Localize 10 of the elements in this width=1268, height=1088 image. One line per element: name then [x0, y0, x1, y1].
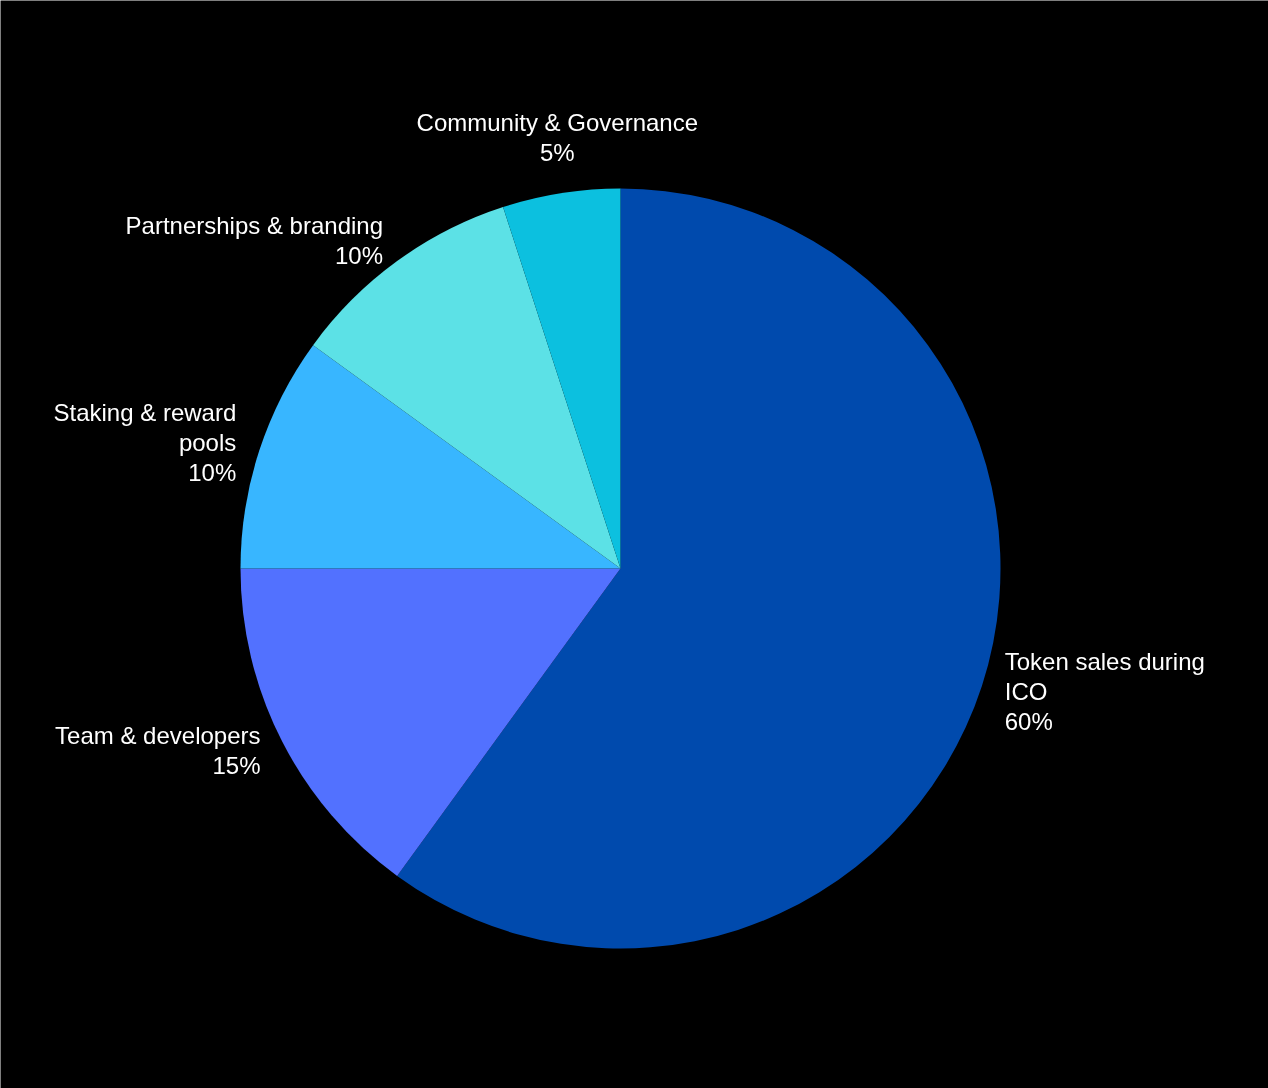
data-label: 15%	[212, 751, 261, 779]
slice-label: Team & developers	[55, 721, 261, 749]
data-label: 5%	[539, 139, 575, 167]
slice-label: Token sales during ICO	[1004, 648, 1205, 706]
data-label: 60%	[1004, 708, 1053, 736]
slice-label: Partnerships & branding	[125, 211, 384, 239]
slice-label: Staking & reward pools	[53, 398, 237, 456]
data-label: 10%	[188, 458, 237, 486]
slice-label: Community & Governance	[416, 109, 699, 137]
data-label: 10%	[335, 241, 384, 269]
